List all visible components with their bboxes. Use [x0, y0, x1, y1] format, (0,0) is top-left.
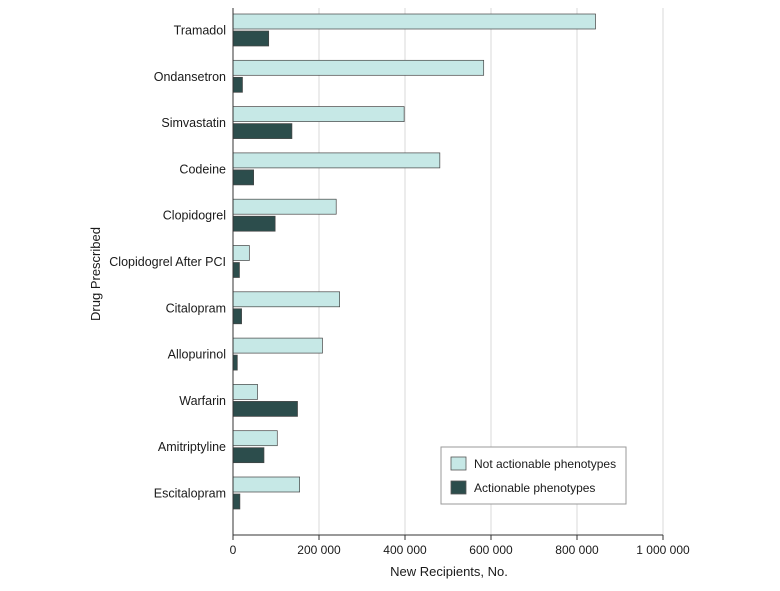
category-label: Codeine [179, 162, 226, 176]
category-label: Citalopram [166, 301, 226, 315]
category-label: Clopidogrel After PCI [109, 255, 226, 269]
bar-not-actionable [232, 245, 250, 261]
bar-not-actionable [232, 152, 441, 169]
bar-actionable [232, 354, 238, 371]
category-label: Allopurinol [168, 348, 226, 362]
legend: Not actionable phenotypes Actionable phe… [440, 446, 627, 505]
bar-actionable [232, 123, 293, 139]
bars [232, 13, 596, 510]
category-label: Simvastatin [161, 116, 226, 130]
x-tick-label: 200 000 [297, 543, 341, 557]
category-label: Ondansetron [154, 70, 226, 84]
category-label: Escitalopram [154, 487, 226, 501]
category-label: Warfarin [179, 394, 226, 408]
bar-not-actionable [232, 198, 337, 215]
legend-box [440, 446, 627, 505]
bar-actionable [232, 401, 298, 417]
bar-not-actionable [232, 106, 405, 122]
bar-actionable [232, 447, 265, 464]
y-axis-title: Drug Prescribed [88, 227, 103, 321]
legend-label-not-actionable: Not actionable phenotypes [474, 457, 616, 471]
bar-actionable [232, 262, 240, 278]
legend-label-actionable: Actionable phenotypes [474, 481, 595, 495]
category-label: Clopidogrel [163, 209, 226, 223]
bar-not-actionable [232, 337, 323, 354]
bar-not-actionable [232, 476, 301, 493]
bar-not-actionable [232, 291, 340, 308]
bar-actionable [232, 493, 241, 510]
bar-not-actionable [232, 430, 278, 447]
x-tick-label: 1 000 000 [636, 543, 690, 557]
bar-not-actionable [232, 59, 485, 76]
bar-actionable [232, 30, 270, 47]
axes [232, 8, 663, 536]
x-tick-label: 800 000 [555, 543, 599, 557]
category-labels: Tramadol Ondansetron Simvastatin Codeine Clo… [109, 24, 226, 501]
bar-not-actionable [232, 13, 596, 30]
bar-actionable [232, 215, 276, 232]
bar-actionable [232, 308, 242, 325]
bar-actionable [232, 76, 243, 93]
x-ticks: 0 200 000 400 000 600 000 800 000 1 000 000 [230, 535, 690, 557]
category-label: Amitriptyline [158, 440, 226, 454]
legend-swatch-not-actionable [450, 456, 467, 471]
bar-actionable [232, 169, 254, 186]
x-tick-label: 600 000 [469, 543, 513, 557]
legend-swatch-actionable [450, 480, 467, 495]
category-label: Tramadol [174, 24, 226, 38]
x-tick-label: 400 000 [383, 543, 427, 557]
x-tick-label: 0 [230, 543, 237, 557]
x-axis-title: New Recipients, No. [390, 564, 508, 579]
bar-not-actionable [232, 384, 258, 400]
